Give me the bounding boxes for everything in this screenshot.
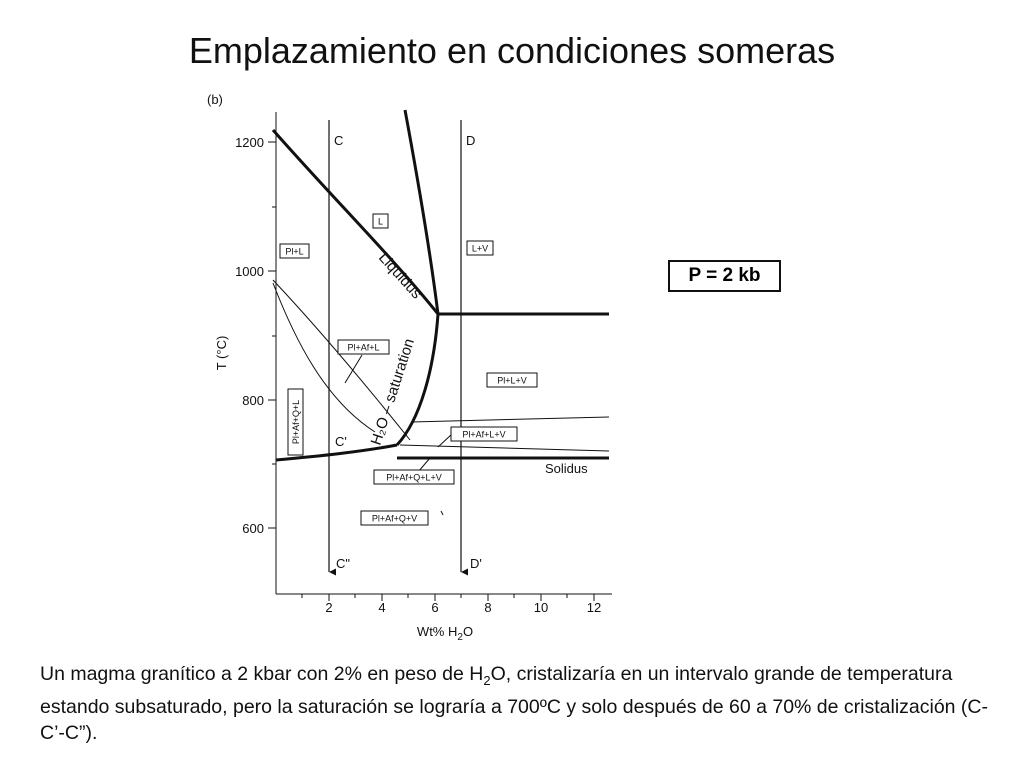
field-pl-af-l-v-box (450, 426, 518, 442)
caption-part2: O, cristalizaría en un intervalo grande … (40, 663, 989, 744)
caption-part1: Un magma granítico a 2 kbar con 2% en pe… (40, 663, 484, 685)
x-axis-label: Wt% H2O (417, 624, 473, 643)
liquidus-label: Liquidus (375, 249, 425, 302)
field-pl-af-q-v-label: Pl+Af+Q+V (372, 514, 417, 524)
field-pl-l-box (279, 243, 310, 259)
leader-pl-af-l-v (437, 433, 453, 448)
panel-label: (b) (207, 92, 223, 107)
solidus-label: Solidus (545, 461, 588, 476)
path-c-mid-label: C' (335, 434, 347, 449)
field-l-v-label: L+V (472, 244, 488, 254)
y-tick-600: 600 (242, 521, 264, 536)
af-quartz-boundary (272, 282, 376, 433)
y-ticks (268, 141, 276, 529)
field-pl-af-q-l-label: Pl+Af+Q+L (291, 400, 301, 444)
leader-pl-af-q-v (440, 510, 444, 516)
path-c-bottom-label: C" (336, 556, 350, 571)
x-tick-2: 2 (325, 600, 332, 615)
upper-vapor-boundary (410, 416, 610, 423)
x-tick-8: 8 (484, 600, 491, 615)
slide-title: Emplazamiento en condiciones someras (188, 30, 836, 71)
field-pl-af-q-l-v-label: Pl+Af+Q+L+V (386, 473, 442, 483)
path-d-top-label: D (466, 133, 475, 148)
field-pl-af-q-v-box (360, 510, 429, 526)
caption: Un magma granítico a 2 kbar con 2% en pe… (40, 661, 1000, 746)
y-tick-1000: 1000 (235, 264, 264, 279)
field-l-v-box (466, 240, 494, 256)
solidus-undersaturated (275, 443, 398, 462)
pressure-label: P = 2 kb (668, 260, 781, 292)
field-pl-af-q-l-box (287, 388, 304, 456)
vapor-saturation-boundary (403, 109, 440, 315)
field-pl-l-v-box (486, 372, 538, 388)
field-pl-af-q-l-v-box (373, 469, 455, 485)
field-pl-af-l-v-label: Pl+Af+L+V (462, 430, 505, 440)
x-tick-6: 6 (431, 600, 438, 615)
field-pl-l-label: Pl+L (285, 247, 303, 257)
liquidus-curve (271, 129, 440, 315)
h2o-saturation-curve (395, 313, 440, 447)
field-l-label: L (378, 217, 383, 227)
field-pl-af-l-label: Pl+Af+L (347, 343, 379, 353)
x-tick-4: 4 (378, 600, 385, 615)
field-pl-af-l-box (337, 339, 390, 355)
leader-pl-af-l (344, 354, 363, 384)
field-l-box (372, 213, 389, 229)
x-tick-10: 10 (534, 600, 548, 615)
caption-subscript: 2 (483, 672, 491, 688)
path-c-top-label: C (334, 133, 343, 148)
y-tick-1200: 1200 (235, 135, 264, 150)
y-tick-800: 800 (242, 393, 264, 408)
path-d-bottom-label: D' (470, 556, 482, 571)
x-tick-12: 12 (587, 600, 601, 615)
lower-vapor-boundary (399, 444, 610, 452)
field-pl-l-v-label: Pl+L+V (497, 376, 527, 386)
y-axis-label: T (°C) (214, 336, 229, 371)
x-ticks (301, 594, 595, 601)
plagioclase-af-boundary (272, 279, 411, 441)
